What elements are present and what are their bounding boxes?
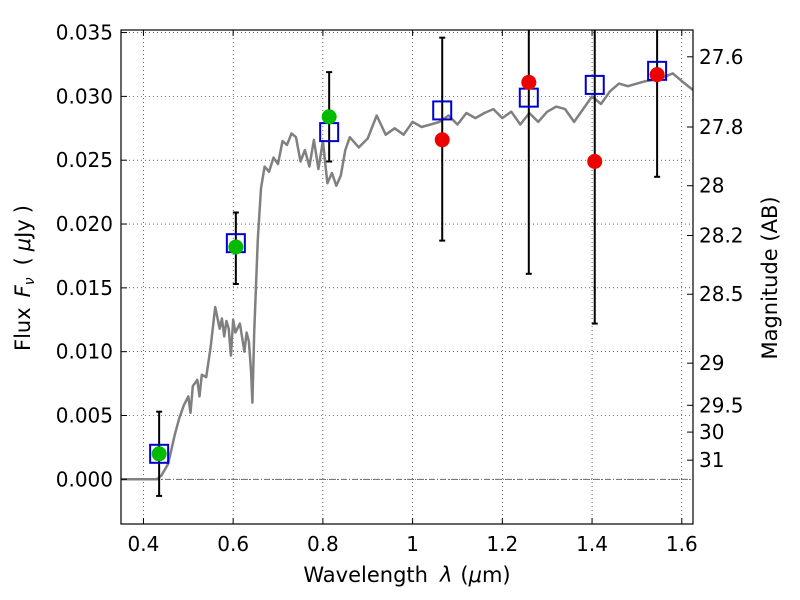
x-tick-label: 0.8 [307, 532, 339, 556]
x-tick-label: 0.6 [217, 532, 249, 556]
y-tick-label: 0.020 [56, 212, 113, 236]
plot-background [121, 30, 693, 524]
y2-tick-label: 28.5 [699, 282, 744, 306]
x-tick-label: 1.2 [486, 532, 518, 556]
y2-tick-label: 28.2 [699, 224, 744, 248]
observed-flux-point-red [649, 67, 665, 83]
y-axis-ticks: 0.000 0.005 0.010 0.015 0.020 0.025 0.030 0.035 [56, 21, 127, 491]
y-tick-label: 0.005 [56, 403, 113, 427]
y-tick-label: 0.035 [56, 21, 113, 45]
plot-frame [120, 29, 694, 525]
y2-axis-title: Magnitude (AB) [758, 196, 782, 359]
y2-tick-label: 29.5 [699, 393, 744, 417]
template-spectrum-line [121, 72, 693, 481]
observed-flux-point-red [434, 132, 450, 148]
x-tick-label: 1.4 [576, 532, 608, 556]
model-flux-box [149, 443, 170, 464]
y2-tick-label: 30 [699, 420, 724, 444]
y2-tick-label: 27.8 [699, 115, 744, 139]
y-tick-label: 0.000 [56, 467, 113, 491]
y2-tick-label: 27.6 [699, 45, 744, 69]
x-axis-title: Wavelength λ (μm) [303, 563, 510, 587]
observed-flux-point-red [587, 153, 603, 169]
y-tick-label: 0.015 [56, 276, 113, 300]
observed-photometry-points [151, 67, 665, 462]
model-flux-box [432, 100, 453, 121]
y2-tick-label: 31 [699, 448, 724, 472]
model-flux-box [584, 74, 605, 95]
x-tick-label: 1 [406, 532, 419, 556]
model-photometry-boxes [149, 60, 668, 464]
y2-tick-label: 28 [699, 174, 724, 198]
y2-tick-label: 29 [699, 351, 724, 375]
observed-flux-point-green [228, 239, 244, 255]
x-tick-label: 1.6 [666, 532, 698, 556]
y-tick-label: 0.010 [56, 340, 113, 364]
observed-flux-point-green [321, 109, 337, 125]
template-spectrum [121, 72, 693, 481]
y-tick-label: 0.030 [56, 84, 113, 108]
y-tick-label: 0.025 [56, 148, 113, 172]
x-axis-ticks: 0.4 0.6 0.8 1 1.2 1.4 1.6 [128, 30, 698, 556]
y-axis-title: FluxFν(μJy) [11, 205, 38, 351]
observed-flux-point-red [521, 74, 537, 90]
observed-flux-point-green [151, 446, 167, 462]
x-tick-label: 0.4 [128, 532, 160, 556]
right-magnitude-axis-ticks: 27.6 27.8 28 28.2 28.5 29 29.5 30 31 [687, 45, 744, 472]
